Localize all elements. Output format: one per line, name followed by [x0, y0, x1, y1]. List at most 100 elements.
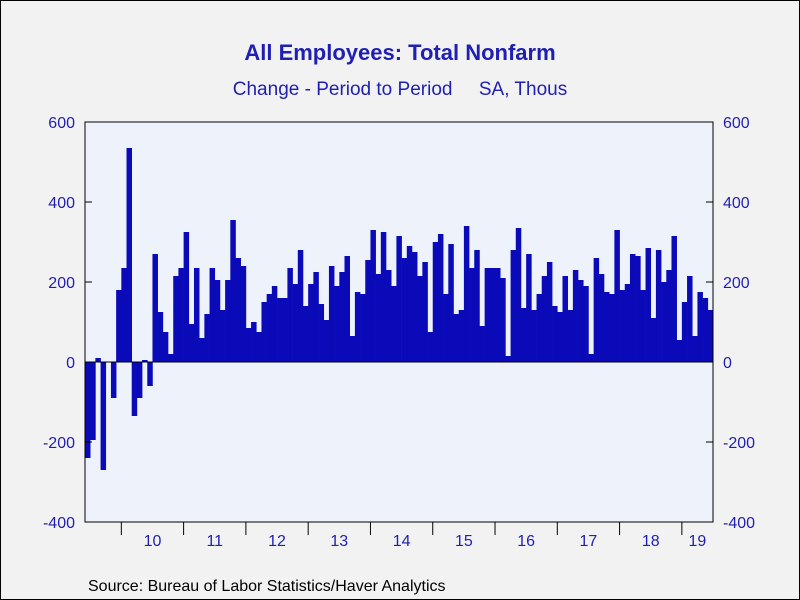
bar: [334, 286, 340, 362]
bar: [604, 292, 610, 362]
y-tick-label-right: -400: [723, 515, 755, 532]
bar: [469, 268, 475, 362]
y-tick-label-left: 600: [48, 115, 75, 132]
y-tick-label-right: 600: [723, 115, 750, 132]
x-tick-label: 12: [268, 533, 286, 550]
bar: [697, 292, 703, 362]
bar: [463, 226, 470, 362]
bar: [474, 250, 480, 362]
bar: [702, 298, 709, 362]
bar: [593, 258, 600, 362]
bar: [536, 294, 543, 362]
bar: [292, 284, 299, 362]
bar: [687, 276, 693, 362]
bar: [614, 230, 620, 362]
bar: [219, 310, 226, 362]
bar: [541, 276, 548, 362]
bar: [567, 310, 574, 362]
bar: [282, 298, 288, 362]
bar: [375, 274, 382, 362]
bar: [147, 362, 153, 386]
bar: [443, 294, 449, 362]
bar-series: [85, 148, 714, 470]
bar: [162, 332, 169, 362]
chart-title: All Employees: Total Nonfarm: [244, 40, 556, 65]
bar: [214, 280, 221, 362]
bar: [505, 356, 511, 362]
bar: [193, 268, 200, 362]
y-tick-label-left: 200: [48, 275, 75, 292]
bar: [640, 290, 646, 362]
bar: [671, 236, 677, 362]
bar: [380, 232, 387, 362]
bar: [681, 302, 688, 362]
chart-subtitle: Change - Period to Period SA, Thous: [0, 79, 800, 101]
bar: [173, 276, 179, 362]
bar: [251, 322, 257, 362]
bar: [578, 280, 584, 362]
bar: [406, 246, 413, 362]
bar: [328, 266, 335, 362]
bar: [666, 270, 672, 362]
bar: [557, 312, 563, 362]
x-tick-label: 16: [517, 533, 535, 550]
bar: [152, 254, 158, 362]
bar: [619, 290, 626, 362]
bar: [271, 286, 278, 362]
bar: [235, 258, 241, 362]
bar: [323, 320, 330, 362]
bar: [526, 254, 532, 362]
bar: [308, 284, 314, 362]
subtitle-left: Change - Period to Period: [232, 79, 453, 100]
bar: [562, 276, 568, 362]
bar: [302, 306, 309, 362]
bar: [209, 268, 216, 362]
plot-border: [84, 121, 714, 523]
bar: [386, 270, 392, 362]
bar: [240, 266, 247, 362]
bar: [655, 250, 662, 362]
bar: [401, 258, 408, 362]
bar: [199, 338, 205, 362]
bar: [453, 314, 459, 362]
bar: [692, 336, 698, 362]
x-tick-label: 18: [642, 533, 660, 550]
bar: [520, 308, 527, 362]
bar: [256, 332, 262, 362]
y-tick-label-left: 0: [66, 355, 75, 372]
bar: [432, 242, 439, 362]
bar: [95, 358, 101, 362]
bar: [261, 302, 267, 362]
y-tick-label-right: 0: [723, 355, 732, 372]
bar: [110, 362, 117, 398]
bar: [297, 250, 304, 362]
bar: [136, 362, 143, 398]
bar: [458, 310, 465, 362]
bar: [121, 268, 127, 362]
x-tick-label: 15: [455, 533, 473, 550]
bar: [245, 328, 252, 362]
bar: [339, 272, 345, 362]
bar: [277, 298, 283, 362]
bar: [287, 268, 293, 362]
bar: [422, 262, 428, 362]
bar: [500, 278, 506, 362]
bar: [131, 362, 138, 416]
x-tick-label: 13: [330, 533, 348, 550]
bar: [168, 354, 174, 362]
bar: [676, 340, 683, 362]
x-tick-label: 10: [144, 533, 162, 550]
bar: [204, 314, 210, 362]
x-tick-label: 17: [580, 533, 598, 550]
bar: [365, 260, 371, 362]
subtitle-right: SA, Thous: [478, 79, 568, 100]
bar: [90, 362, 96, 440]
x-tick-label: 11: [206, 533, 223, 550]
bar: [650, 318, 657, 362]
bar: [531, 310, 537, 362]
axes: -400 -400 -200 -200 0 0 200 200 400 400 600 600 10 11…: [43, 115, 755, 550]
bar: [354, 292, 361, 362]
bar: [624, 284, 631, 362]
bar: [484, 268, 491, 362]
